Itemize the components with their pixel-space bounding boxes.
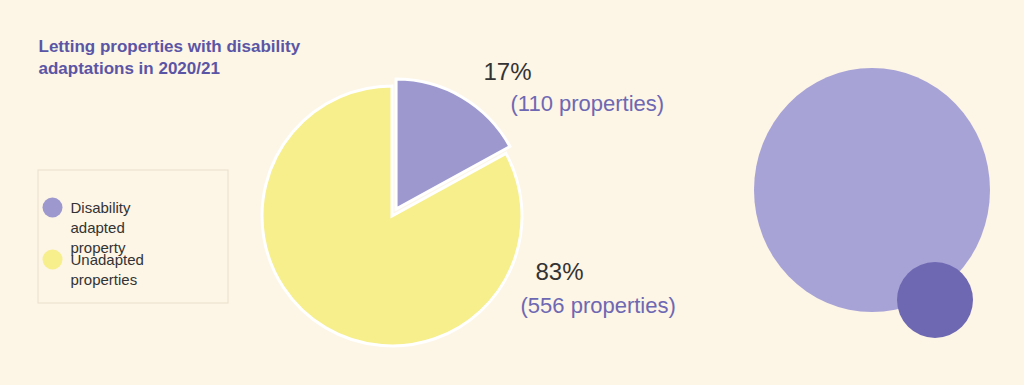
svg-text:Letting properties with disabi: Letting properties with disabilityadapta… xyxy=(39,37,301,78)
svg-text:17%: 17% xyxy=(484,58,532,85)
svg-text:Disabilityadaptedproperty: Disabilityadaptedproperty xyxy=(71,199,132,257)
svg-text:(110 properties): (110 properties) xyxy=(511,91,665,116)
svg-text:(556 properties): (556 properties) xyxy=(521,293,676,318)
svg-text:83%: 83% xyxy=(536,258,584,285)
svg-text:Unadaptedproperties: Unadaptedproperties xyxy=(71,251,144,288)
